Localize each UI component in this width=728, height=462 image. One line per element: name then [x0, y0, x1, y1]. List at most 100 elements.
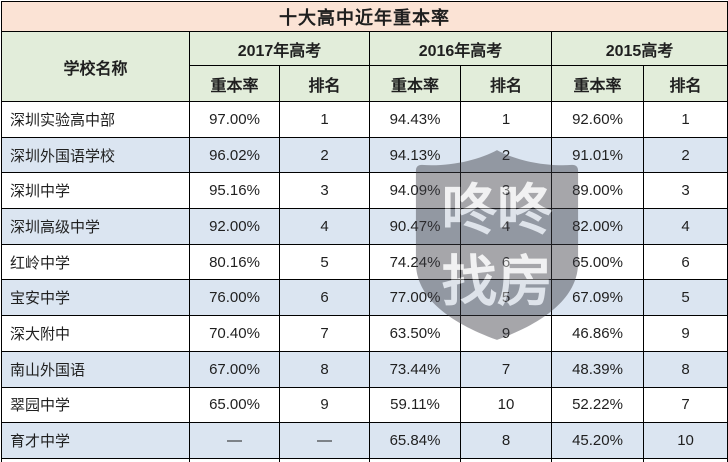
rank-2016-cell: 7 — [460, 350, 552, 388]
empty-cell — [1, 457, 190, 462]
rate-2017-cell: 76.00% — [189, 279, 280, 317]
rank-2015-cell: 2 — [642, 136, 728, 174]
school-cell: 深圳实验高中部 — [1, 101, 190, 138]
rate-2015-cell: 91.01% — [551, 136, 644, 174]
rate-2017-cell: 96.02% — [189, 136, 280, 174]
rank-2017-cell: 7 — [279, 315, 370, 352]
rank-2017-cell: — — [279, 422, 370, 459]
table-row: 深圳中学 95.16% 3 94.09% 3 89.00% 3 — [1, 172, 728, 210]
table-bottom-sliver — [1, 457, 728, 462]
rank-2017-cell: 9 — [279, 386, 370, 424]
rate-2015-cell: 52.22% — [551, 386, 644, 424]
rate-2015-cell: 67.09% — [551, 279, 644, 317]
rank-2016-cell: 10 — [460, 386, 552, 424]
rate-2016-cell: 63.50% — [369, 315, 461, 352]
school-cell: 深圳外国语学校 — [1, 136, 190, 174]
rate-2015-cell: 82.00% — [551, 208, 644, 245]
rank-2017-cell: 3 — [279, 172, 370, 210]
table-row: 南山外国语 67.00% 8 73.44% 7 48.39% 8 — [1, 350, 728, 388]
rate-2017-cell: 70.40% — [189, 315, 280, 352]
school-cell: 翠园中学 — [1, 386, 190, 424]
table-row: 深圳实验高中部 97.00% 1 94.43% 1 92.60% 1 — [1, 101, 728, 138]
rate-2016-cell: 94.43% — [369, 101, 461, 138]
year-header-2016: 2016年高考 — [369, 31, 552, 66]
rank-2015-cell: 3 — [642, 172, 728, 210]
partial-row — [1, 457, 728, 462]
title-row: 十大高中近年重本率 — [0, 1, 728, 32]
rank-2016-cell: 9 — [460, 315, 552, 352]
rank-2016-cell: 1 — [460, 101, 552, 138]
rate-2015-cell: 45.20% — [551, 422, 644, 459]
rate-2016-cell: 73.44% — [369, 350, 461, 388]
rate-2015-cell: 92.60% — [551, 101, 644, 138]
rate-2017-cell: 92.00% — [189, 208, 280, 245]
rank-2016-cell: 6 — [460, 243, 552, 281]
rank-2016-cell: 4 — [460, 208, 552, 245]
rank-2017-cell: 2 — [279, 136, 370, 174]
rate-header-2016: 重本率 — [369, 65, 461, 102]
rate-2016-cell: 59.11% — [369, 386, 461, 424]
rank-2016-cell: 8 — [460, 422, 552, 459]
rate-2015-cell: 46.86% — [551, 315, 644, 352]
rank-2016-cell: 5 — [460, 279, 552, 317]
rank-2017-cell: 1 — [279, 101, 370, 138]
empty-cell — [460, 457, 552, 462]
page-title: 十大高中近年重本率 — [0, 1, 728, 32]
rank-2015-cell: 7 — [642, 386, 728, 424]
rate-header-2015: 重本率 — [551, 65, 644, 102]
rate-2016-cell: 94.13% — [369, 136, 461, 174]
empty-cell — [279, 457, 370, 462]
rank-header-2015: 排名 — [642, 65, 728, 102]
rank-2016-cell: 3 — [460, 172, 552, 210]
school-cell: 深圳高级中学 — [1, 208, 190, 245]
rate-2015-cell: 65.00% — [551, 243, 644, 281]
empty-cell — [642, 457, 728, 462]
year-header-2015: 2015高考 — [550, 31, 728, 66]
rate-2015-cell: 48.39% — [551, 350, 644, 388]
rate-2017-cell: 80.16% — [189, 243, 280, 281]
rank-2017-cell: 8 — [279, 350, 370, 388]
rank-2015-cell: 1 — [642, 101, 728, 138]
table-body: 深圳实验高中部 97.00% 1 94.43% 1 92.60% 1 深圳外国语学校 96.02… — [1, 101, 728, 459]
school-cell: 南山外国语 — [1, 350, 190, 388]
rank-2015-cell: 5 — [642, 279, 728, 317]
rate-2016-cell: 90.47% — [369, 208, 461, 245]
empty-cell — [551, 457, 644, 462]
empty-cell — [189, 457, 280, 462]
year-header-2017: 2017年高考 — [189, 31, 370, 66]
rank-2015-cell: 10 — [642, 422, 728, 459]
rank-2017-cell: 4 — [279, 208, 370, 245]
table-row: 宝安中学 76.00% 6 77.00% 5 67.09% 5 — [1, 279, 728, 317]
rank-2017-cell: 6 — [279, 279, 370, 317]
table-row: 红岭中学 80.16% 5 74.24% 6 65.00% 6 — [1, 243, 728, 281]
rate-2017-cell: 67.00% — [189, 350, 280, 388]
empty-cell — [369, 457, 461, 462]
table-row: 翠园中学 65.00% 9 59.11% 10 52.22% 7 — [1, 386, 728, 424]
rank-2015-cell: 6 — [642, 243, 728, 281]
year-header-row: 学校名称 2017年高考 2016年高考 2015高考 — [1, 31, 728, 102]
school-header-cell: 学校名称 — [1, 31, 190, 102]
rank-2015-cell: 9 — [642, 315, 728, 352]
rate-header-2017: 重本率 — [189, 65, 280, 102]
rate-2017-cell: 65.00% — [189, 386, 280, 424]
school-cell: 深大附中 — [1, 315, 190, 352]
rate-2016-cell: 65.84% — [369, 422, 461, 459]
rank-header-2016: 排名 — [460, 65, 552, 102]
rate-2017-cell: — — [189, 422, 280, 459]
table-row: 深大附中 70.40% 7 63.50% 9 46.86% 9 — [1, 315, 728, 352]
rank-header-2017: 排名 — [279, 65, 370, 102]
sub-header-row: 重本率 排名 重本率 排名 重本率 排名 — [2, 65, 728, 102]
rank-2017-cell: 5 — [279, 243, 370, 281]
rate-2017-cell: 95.16% — [189, 172, 280, 210]
rate-2017-cell: 97.00% — [189, 101, 280, 138]
table-row: 深圳高级中学 92.00% 4 90.47% 4 82.00% 4 — [1, 208, 728, 245]
school-cell: 深圳中学 — [1, 172, 190, 210]
table-row: 育才中学 — —65.84% 8 45.20% 10 — [1, 422, 728, 459]
school-cell: 育才中学 — [1, 422, 190, 459]
school-cell: 红岭中学 — [1, 243, 190, 281]
table-row: 深圳外国语学校 96.02% 2 94.13% 2 91.01% 2 — [1, 136, 728, 174]
rate-2016-cell: 94.09% — [369, 172, 461, 210]
school-cell: 宝安中学 — [1, 279, 190, 317]
